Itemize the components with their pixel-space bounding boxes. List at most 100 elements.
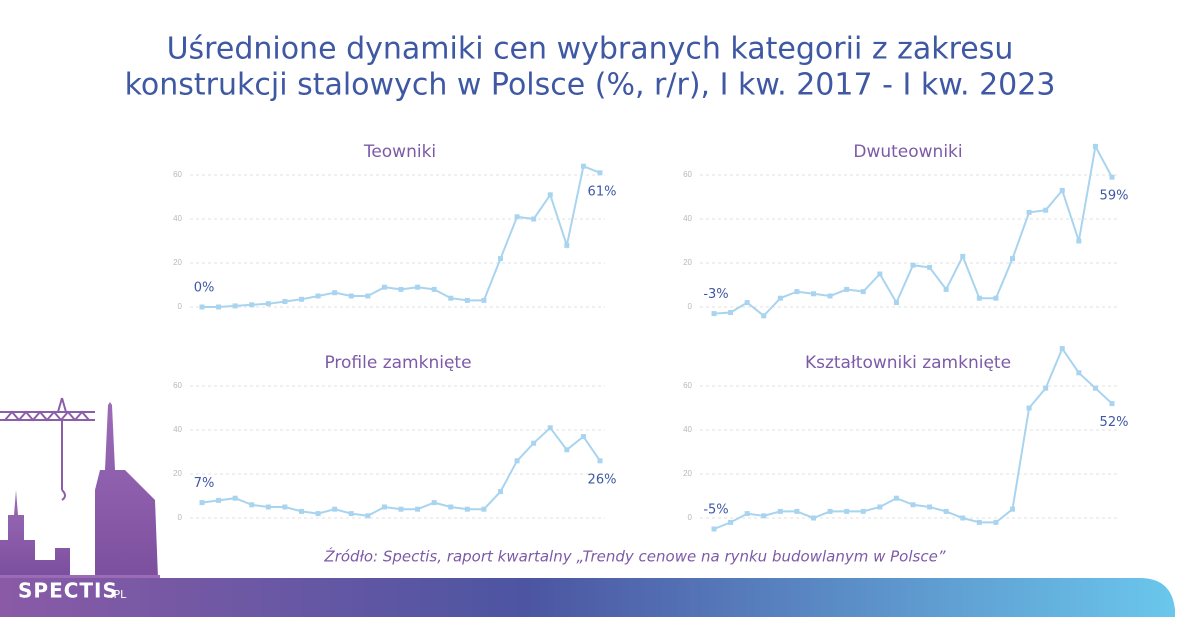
marker xyxy=(531,440,537,446)
logo-domain: .PL xyxy=(110,588,127,601)
marker xyxy=(597,170,603,176)
marker xyxy=(811,291,816,297)
y-tick-label: 20 xyxy=(173,469,182,478)
chart-title: Profile zamknięte xyxy=(324,353,471,373)
data-label: -3% xyxy=(703,287,728,302)
marker xyxy=(1092,385,1098,391)
marker xyxy=(249,302,255,308)
marker xyxy=(993,519,999,525)
y-tick-label: 40 xyxy=(173,425,182,434)
footer-band xyxy=(0,578,1175,617)
marker xyxy=(1092,143,1098,149)
marker xyxy=(431,286,437,292)
marker xyxy=(827,293,833,299)
y-tick-label: 20 xyxy=(683,258,692,267)
marker xyxy=(1076,370,1082,376)
marker xyxy=(777,295,783,301)
line xyxy=(713,143,1113,318)
data-label: 52% xyxy=(1100,415,1129,430)
marker xyxy=(448,295,454,301)
marker xyxy=(365,513,371,519)
y-tick-label: 40 xyxy=(173,214,182,223)
marker xyxy=(893,495,899,501)
marker xyxy=(844,508,850,514)
marker xyxy=(711,311,717,317)
crane xyxy=(0,397,95,501)
marker xyxy=(381,504,387,510)
marker xyxy=(332,506,338,512)
marker xyxy=(299,508,304,514)
marker xyxy=(365,293,371,299)
marker xyxy=(464,506,470,512)
marker xyxy=(744,511,750,517)
marker xyxy=(1010,506,1015,512)
data-label: 7% xyxy=(194,476,215,491)
marker xyxy=(811,515,816,521)
marker xyxy=(547,425,553,431)
marker xyxy=(794,508,800,514)
marker xyxy=(348,293,354,299)
marker xyxy=(1059,346,1065,352)
marker xyxy=(728,310,734,315)
data-label: 59% xyxy=(1100,189,1129,204)
marker xyxy=(1059,187,1065,193)
marker xyxy=(514,458,520,464)
marker xyxy=(777,508,783,514)
marker xyxy=(415,284,421,290)
marker xyxy=(960,515,966,521)
marker xyxy=(282,504,288,510)
marker xyxy=(910,502,916,508)
data-label: 26% xyxy=(588,472,617,487)
marker xyxy=(844,286,850,292)
chart-title: Dwuteowniki xyxy=(853,142,962,162)
marker xyxy=(744,300,750,306)
marker xyxy=(564,242,570,248)
marker xyxy=(348,511,354,517)
data-label: 0% xyxy=(194,281,215,296)
logo: SPECTIS xyxy=(18,579,118,603)
marker xyxy=(943,508,949,514)
marker xyxy=(1010,256,1015,262)
marker xyxy=(265,301,271,307)
marker xyxy=(877,504,883,510)
y-tick-label: 40 xyxy=(683,214,692,223)
marker xyxy=(711,526,717,532)
y-tick-label: 60 xyxy=(173,381,182,390)
marker xyxy=(232,303,238,309)
marker xyxy=(481,297,487,303)
marker xyxy=(299,296,304,302)
marker xyxy=(960,253,966,259)
marker xyxy=(398,286,404,292)
marker xyxy=(232,495,238,501)
marker xyxy=(381,284,387,290)
marker xyxy=(976,295,982,301)
marker xyxy=(514,214,520,220)
marker xyxy=(860,289,866,295)
marker xyxy=(199,500,205,506)
source: Źródło: Spectis, raport kwartalny „Trend… xyxy=(323,547,945,566)
data-label: -5% xyxy=(703,503,728,518)
marker xyxy=(481,506,487,512)
main-title: Uśrednione dynamiki cen wybranych katego… xyxy=(167,32,1014,67)
marker xyxy=(216,497,222,503)
y-tick-label: 0 xyxy=(688,302,693,311)
marker xyxy=(498,489,503,495)
marker xyxy=(860,508,866,514)
marker xyxy=(398,506,404,512)
marker xyxy=(761,313,767,319)
marker xyxy=(877,271,883,277)
marker xyxy=(910,262,916,268)
y-tick-label: 60 xyxy=(173,170,182,179)
marker xyxy=(531,216,537,222)
chart-title: Kształtowniki zamknięte xyxy=(805,353,1011,373)
marker xyxy=(1026,405,1032,411)
marker xyxy=(597,458,603,464)
y-tick-label: 60 xyxy=(683,381,692,390)
marker xyxy=(976,519,982,525)
chart-title: Teowniki xyxy=(363,142,436,162)
marker xyxy=(199,304,205,310)
marker xyxy=(249,502,255,508)
marker xyxy=(415,506,421,512)
marker xyxy=(216,304,222,310)
marker xyxy=(1076,238,1082,244)
